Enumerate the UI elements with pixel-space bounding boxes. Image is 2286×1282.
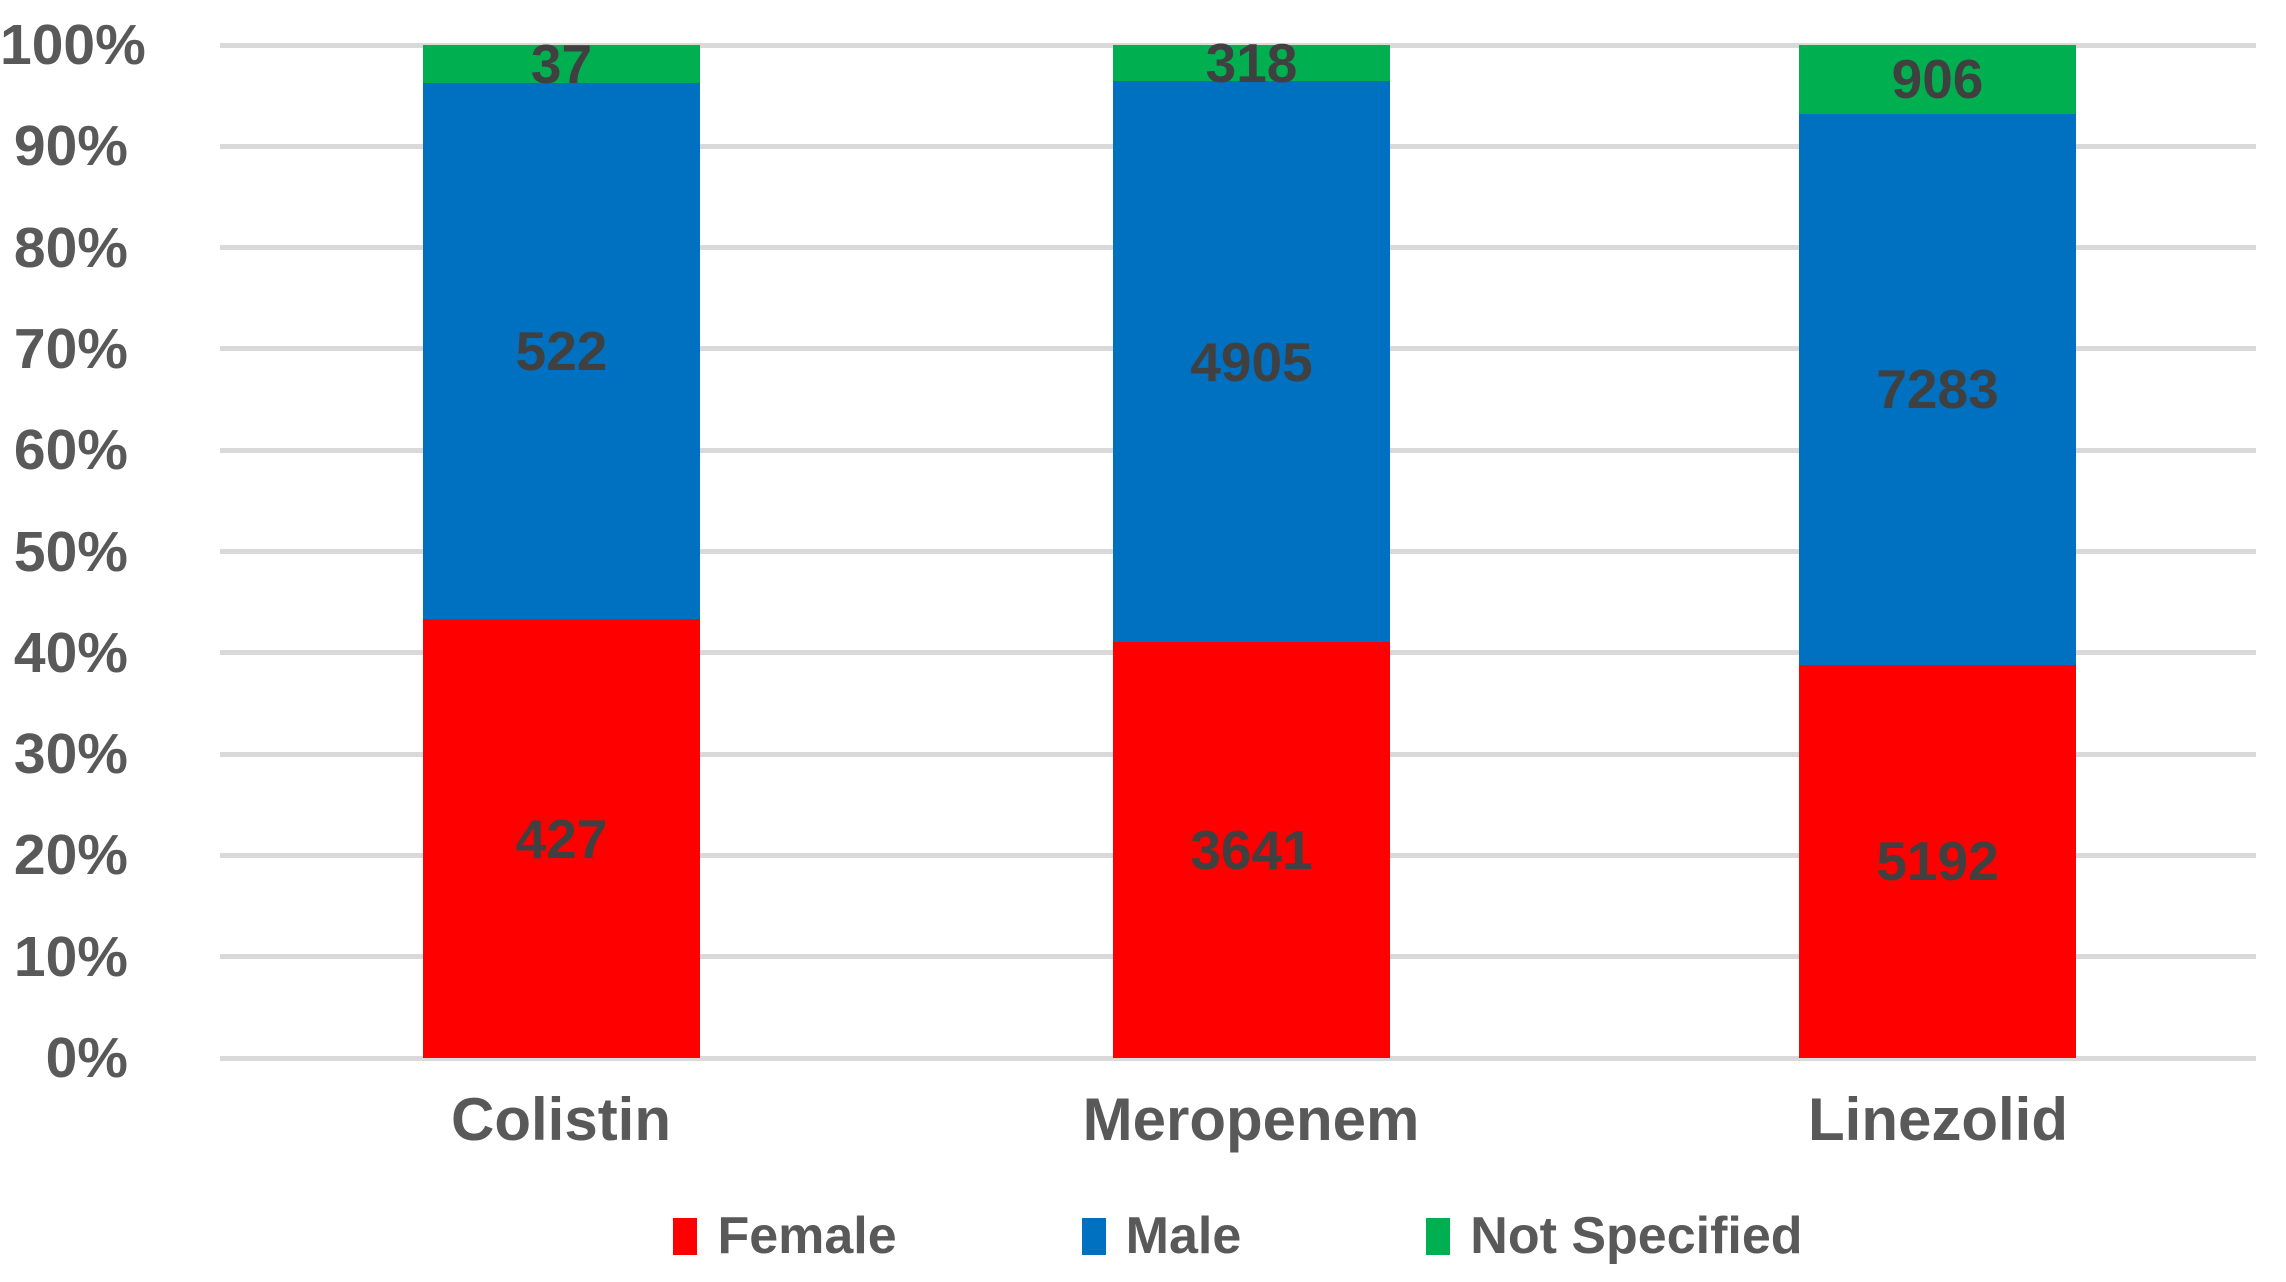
y-tick-label: 60% (0, 415, 128, 485)
data-label: 5192 (1876, 830, 1999, 893)
legend-label: Male (1125, 1207, 1242, 1265)
category-label-text: Linezolid (1808, 1086, 2068, 1153)
legend: Female Male Not Specified (220, 1196, 2256, 1276)
y-tick-label-text: 10% (13, 924, 128, 989)
category-label-colistin: Colistin (261, 1085, 861, 1155)
bar-segment-female: 5192 (1799, 664, 2076, 1058)
y-tick-label-text: 70% (13, 316, 128, 381)
bar-segment-not-specified: 906 (1799, 45, 2076, 114)
legend-swatch-icon (1426, 1217, 1451, 1255)
bar-segment-male: 522 (423, 83, 700, 620)
data-label: 427 (515, 807, 608, 870)
bar-segment-female: 427 (423, 619, 700, 1058)
y-tick-label-text: 30% (13, 722, 128, 787)
bar-colistin: 37 522 427 (423, 33, 700, 1058)
data-label: 522 (515, 320, 608, 383)
legend-swatch-icon (673, 1217, 698, 1255)
y-tick-label: 80% (0, 213, 128, 283)
y-tick-label-text: 20% (13, 823, 128, 888)
bar-segment-female: 3641 (1113, 641, 1390, 1058)
y-tick-label: 30% (0, 719, 128, 789)
data-label: 906 (1891, 48, 1984, 111)
y-tick-label: 70% (0, 314, 128, 384)
data-label: 37 (530, 33, 593, 95)
data-label: 318 (1205, 32, 1298, 95)
y-tick-label-text: 40% (13, 620, 128, 685)
y-tick-label-text: 50% (13, 519, 128, 584)
category-label-linezolid: Linezolid (1638, 1085, 2238, 1155)
bar-segment-not-specified: 318 (1113, 32, 1390, 94)
bar-segment-not-specified: 37 (423, 33, 700, 95)
y-tick-label: 0% (0, 1023, 128, 1093)
y-axis: 0% 10% 20% 30% 40% 50% 60% 70% 80% 90% 100% (0, 0, 146, 1282)
legend-item-male: Male (1081, 1206, 1242, 1266)
legend-item-female: Female (673, 1206, 897, 1266)
category-label-meropenem: Meropenem (951, 1085, 1551, 1155)
y-tick-label: 100% (0, 10, 146, 80)
y-tick-label: 20% (0, 820, 128, 890)
y-tick-label: 10% (0, 922, 128, 992)
legend-label: Not Specified (1470, 1207, 1803, 1265)
y-tick-label: 50% (0, 517, 128, 587)
y-tick-label-text: 60% (13, 418, 128, 483)
bar-linezolid: 906 7283 5192 (1799, 45, 2076, 1058)
gridline (220, 1055, 2256, 1061)
y-tick-label-text: 0% (45, 1026, 128, 1090)
y-tick-label-text: 90% (13, 114, 128, 179)
y-tick-label-text: 100% (0, 13, 146, 77)
y-tick-label-text: 80% (13, 215, 128, 280)
data-label: 3641 (1190, 818, 1313, 881)
bar-segment-male: 4905 (1113, 81, 1390, 642)
y-tick-label: 90% (0, 111, 128, 181)
bar-segment-male: 7283 (1799, 113, 2076, 665)
legend-item-not-specified: Not Specified (1426, 1206, 1803, 1266)
data-label: 4905 (1190, 330, 1313, 393)
category-label-text: Colistin (451, 1086, 671, 1153)
legend-label: Female (717, 1207, 897, 1265)
plot-area: 37 522 427 318 4905 3641 906 7283 5192 (220, 32, 2256, 1061)
data-label: 7283 (1876, 358, 1999, 421)
legend-swatch-icon (1081, 1217, 1106, 1255)
y-tick-label: 40% (0, 618, 128, 688)
category-label-text: Meropenem (1082, 1086, 1420, 1153)
bar-meropenem: 318 4905 3641 (1113, 32, 1390, 1058)
